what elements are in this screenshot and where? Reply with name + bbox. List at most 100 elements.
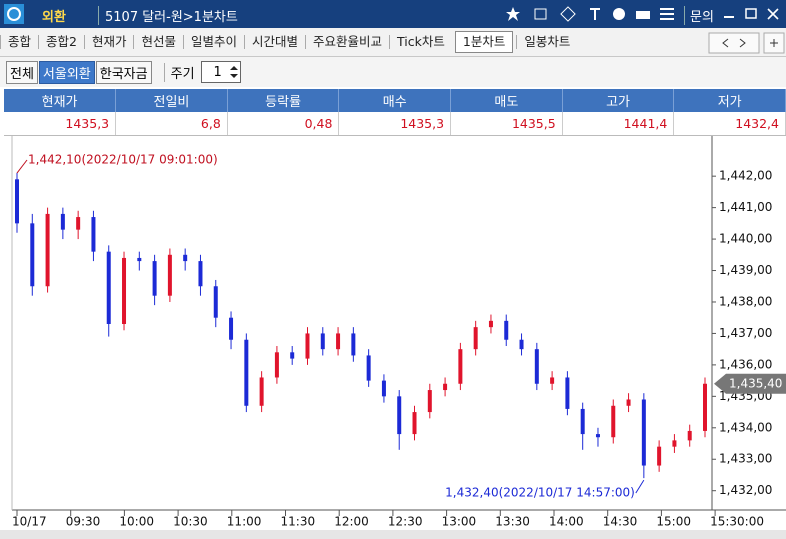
candle-body: [703, 383, 707, 431]
y-tick-label: 1,437,00: [719, 326, 772, 340]
candle-body: [244, 339, 249, 406]
x-tick-label: 09:30: [66, 515, 101, 529]
tab[interactable]: 종합2: [38, 35, 84, 49]
candle-body: [91, 217, 96, 252]
quote-header-cell: 저가: [673, 89, 786, 112]
quote-value-cell: 1435,3: [338, 112, 452, 136]
candle-body: [687, 430, 692, 441]
candle-body: [534, 349, 539, 384]
tab[interactable]: 주요환율비교: [305, 35, 389, 49]
candle-body: [274, 352, 279, 378]
market-button[interactable]: 서울외환: [38, 60, 95, 84]
candle-body: [565, 377, 570, 409]
x-tick-label: 12:00: [334, 515, 369, 529]
y-tick-label: 1,439,00: [719, 263, 772, 277]
help-button[interactable]: 문의: [684, 6, 714, 25]
tab[interactable]: 일봉차트: [516, 35, 577, 49]
tab[interactable]: 일별추이: [183, 35, 244, 49]
market-buttons: 전체 서울외환 한국자금: [6, 60, 152, 84]
window-title: 5107 달러-원>1분차트: [98, 6, 238, 25]
x-tick-label: 11:00: [227, 515, 262, 529]
candle-body: [427, 390, 432, 413]
x-tick-label: 11:30: [281, 515, 316, 529]
candle-body: [259, 377, 264, 406]
candle-body: [198, 261, 203, 287]
last-price-label: 1,435,40: [729, 376, 782, 390]
candle-body: [15, 179, 19, 224]
quote-header: 현재가 전일비 등락률 매수 매도 고가 저가: [4, 89, 786, 112]
x-tick-label: 14:30: [603, 515, 638, 529]
candle-body: [672, 440, 677, 447]
quote-header-cell: 등락률: [227, 89, 340, 112]
x-tick-label: 10:00: [119, 515, 154, 529]
tab[interactable]: Tick차트: [389, 35, 452, 49]
period-value: 1: [213, 64, 222, 80]
candle-body: [595, 434, 600, 438]
candle-body: [550, 377, 555, 384]
annotation-arrow: [16, 159, 28, 174]
y-tick-label: 1,434,00: [719, 420, 772, 434]
x-tick-label: 10/17: [12, 515, 47, 529]
quote-header-cell: 현재가: [4, 89, 117, 112]
candle-body: [290, 352, 295, 359]
candle-body: [106, 251, 111, 324]
spin-arrows[interactable]: [228, 63, 240, 81]
candle-body: [137, 257, 142, 262]
candle-body: [45, 213, 50, 287]
y-tick-label: 1,440,00: [719, 232, 772, 246]
y-tick-label: 1,438,00: [719, 294, 772, 308]
annotation: 1,442,10(2022/10/17 09:01:00): [28, 153, 218, 167]
quote-header-cell: 매도: [450, 89, 563, 112]
tab-scroll[interactable]: [708, 32, 786, 54]
tab[interactable]: 종합: [0, 35, 38, 49]
y-tick-label: 1,436,00: [719, 357, 772, 371]
quote-value-cell: 1435,3: [4, 112, 117, 136]
x-tick-label: 12:30: [388, 515, 423, 529]
candle-body: [397, 396, 402, 435]
candle-body: [611, 405, 616, 438]
candle-body: [412, 412, 417, 435]
candle-body: [213, 286, 218, 318]
candle-body: [152, 261, 157, 296]
quote-header-cell: 고가: [562, 89, 675, 112]
market-button[interactable]: 한국자금: [95, 60, 152, 84]
x-tick-label: 13:30: [495, 515, 530, 529]
market-button[interactable]: 전체: [6, 60, 38, 84]
last-price-tag: [714, 373, 786, 394]
y-tick-label: 1,433,00: [719, 452, 772, 466]
candle-body: [122, 257, 127, 324]
app-icon: [4, 4, 24, 24]
period-label: 주기: [163, 62, 195, 82]
period-spinner[interactable]: 1: [200, 61, 241, 83]
quote-value-cell: 6,8: [115, 112, 228, 136]
candle-body: [76, 217, 81, 230]
quote-header-cell: 전일비: [115, 89, 228, 112]
y-tick-label: 1,442,00: [719, 169, 772, 183]
candle-body: [458, 349, 463, 384]
tab-bar: 종합 종합2 현재가 현선물 일별추이 시간대별 주요환율비교 Tick차트 1분차트 일봉차트: [0, 28, 786, 57]
annotation-arrow: [635, 479, 645, 494]
chart-bg: [0, 136, 786, 539]
candle-body: [183, 254, 188, 262]
y-tick-label: 1,441,00: [719, 200, 772, 214]
x-tick-label: 10:30: [173, 515, 208, 529]
quote-values: 1435,3 6,8 0,48 1435,3 1435,5 1441,4 1432,4: [4, 112, 786, 136]
scrollbar[interactable]: [0, 530, 786, 539]
annotation: 1,432,40(2022/10/17 14:57:00): [445, 486, 635, 500]
candle-body: [229, 317, 234, 340]
candle-body: [519, 339, 524, 350]
quote-value-cell: 1435,5: [450, 112, 563, 136]
tab[interactable]: 현재가: [83, 35, 134, 49]
candle-body: [366, 355, 371, 381]
tab[interactable]: 1분차트: [454, 31, 514, 53]
quote-value-cell: 1432,4: [673, 112, 786, 136]
window-controls[interactable]: [722, 6, 784, 22]
x-tick-label: 14:00: [549, 515, 584, 529]
quote-table: 현재가 전일비 등락률 매수 매도 고가 저가 1435,3 6,8 0,48 1435,3 1435…: [4, 89, 786, 136]
tab[interactable]: 시간대별: [244, 35, 305, 49]
x-tick-label: 15:00: [656, 515, 691, 529]
candle-body: [60, 213, 65, 230]
candle-body: [641, 399, 646, 466]
tab[interactable]: 현선물: [133, 35, 183, 49]
